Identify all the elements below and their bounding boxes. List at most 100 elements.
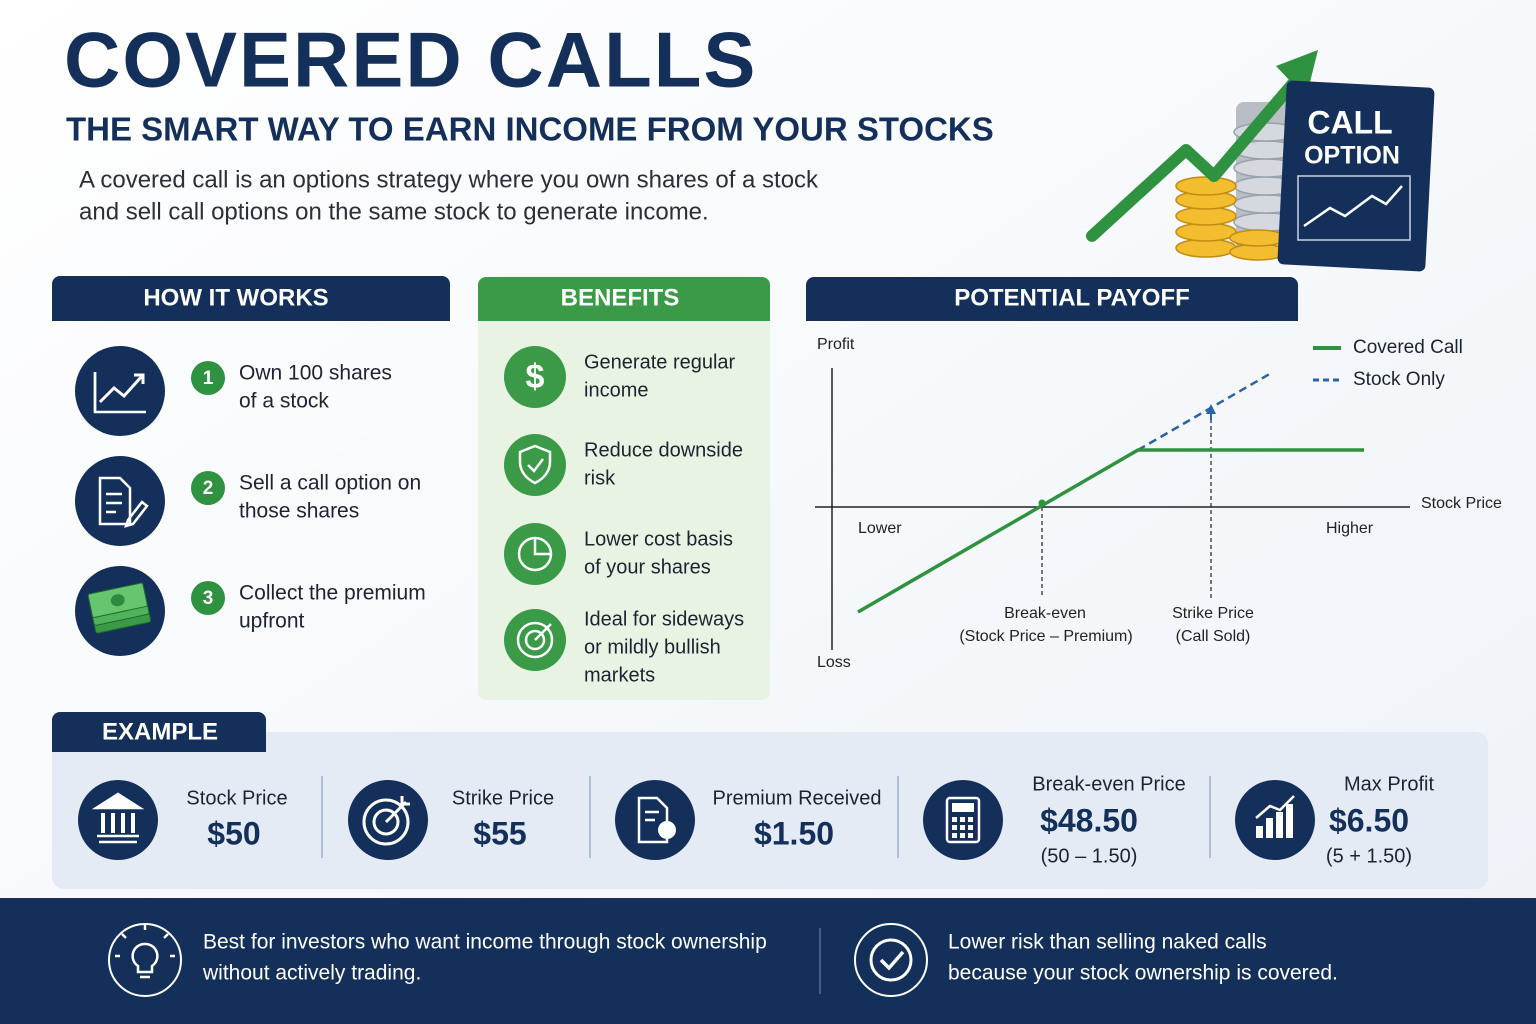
annotation: Strike Price <box>1172 605 1254 622</box>
benefit-icon-part <box>518 444 552 485</box>
example-icons-part-part <box>1256 826 1263 838</box>
example-icons-part-part <box>960 825 965 830</box>
benefit-text: of your shares <box>584 556 711 578</box>
step-text: upfront <box>239 610 305 633</box>
footer <box>0 898 1536 1024</box>
step-text: Own 100 shares <box>239 362 392 385</box>
footer-icons-part <box>108 923 182 997</box>
description-line: and sell call options on the same stock … <box>79 198 709 225</box>
example-icons-part <box>1235 780 1315 860</box>
step-badge <box>191 581 225 615</box>
example-icons-part-part <box>952 825 957 830</box>
example-icons-part <box>321 776 1211 858</box>
description-line: A covered call is an options strategy wh… <box>79 166 819 193</box>
benefit-icon <box>504 523 566 585</box>
benefit-icon-part <box>516 621 554 659</box>
example-label: Max Profit <box>1344 773 1434 795</box>
section-title: POTENTIAL PAYOFF <box>954 284 1190 311</box>
badge-text: OPTION <box>1304 142 1400 170</box>
footer-text: because your stock ownership is covered. <box>948 962 1338 985</box>
benefit-icon-part <box>504 434 566 496</box>
example-icons-part <box>372 808 400 836</box>
step-icon-part <box>134 373 145 384</box>
example-icons-part <box>362 798 410 846</box>
example-note: (50 – 1.50) <box>1041 845 1138 867</box>
example-value: $55 <box>473 815 526 851</box>
step-icon <box>75 566 165 656</box>
step-badge <box>191 471 225 505</box>
step-icon <box>75 346 165 436</box>
step-icon-part <box>98 374 144 404</box>
footer-text: Best for investors who want income throu… <box>203 931 767 954</box>
footer-text: without actively trading. <box>202 962 421 985</box>
illustration-part <box>1175 176 1287 261</box>
payoff-diagram-part <box>1038 499 1046 507</box>
example-icons-part-part <box>960 833 965 838</box>
benefit-text: or mildly bullish <box>584 636 721 658</box>
illustration-part-part <box>1229 229 1287 247</box>
example-label: Stock Price <box>186 787 287 809</box>
step-number: 2 <box>203 478 214 499</box>
badge-text: CALL <box>1307 104 1392 140</box>
step-icon-part <box>124 500 149 528</box>
benefit-text: Generate regular <box>584 351 736 373</box>
step-icon-part <box>87 582 152 634</box>
steps: 1 Own 100 shares of a stock 2 Sell a call op… <box>191 361 426 633</box>
illustration-part-part <box>1175 176 1237 196</box>
section-title: HOW IT WORKS <box>143 284 328 311</box>
step-badge <box>191 361 225 395</box>
step-text: Collect the premium <box>239 582 426 605</box>
footer-icons-part <box>869 938 913 982</box>
section-header <box>478 277 770 321</box>
step-icon-part-part <box>110 594 125 607</box>
benefit-text: risk <box>584 467 616 489</box>
benefit-text: Lower cost basis <box>584 528 733 550</box>
example-icons-part <box>101 813 135 833</box>
illustration-part <box>1297 175 1411 241</box>
example-icons-part-part <box>1286 804 1293 838</box>
axis-label: Lower <box>858 520 902 537</box>
legend-label: Stock Only <box>1353 369 1445 390</box>
example-icons-part <box>658 821 676 839</box>
annotation: Break-even <box>1004 605 1086 622</box>
example-icons-part-part <box>960 817 965 822</box>
step-number: 3 <box>203 588 214 609</box>
benefit-text: markets <box>584 664 655 686</box>
payoff-diagram-part <box>1206 404 1216 414</box>
annotation: (Call Sold) <box>1176 628 1251 645</box>
subtitle: THE SMART WAY TO EARN INCOME FROM YOUR S… <box>66 111 994 148</box>
footer-icons-part <box>879 950 905 971</box>
step-icon-part <box>93 372 146 414</box>
examples: Stock Price $50 Strike Price $55 Premium Rec… <box>186 773 1434 867</box>
benefit-icon <box>504 609 566 671</box>
benefit-icon-part: $ <box>526 358 545 396</box>
example-value: $1.50 <box>754 815 834 851</box>
section-header <box>52 712 266 752</box>
example-value: $50 <box>207 815 260 851</box>
axis-label: Loss <box>817 654 851 671</box>
step-number: 1 <box>203 368 214 389</box>
illustration-part <box>1303 185 1403 228</box>
benefits: Generate regular income Reduce downside ris… <box>584 351 744 686</box>
benefit-icon-part <box>504 346 566 408</box>
example-note: (5 + 1.50) <box>1326 845 1412 867</box>
section-header <box>52 276 450 321</box>
example-icons-part <box>645 810 659 822</box>
benefit-icon <box>504 434 566 496</box>
axis-label: Profit <box>817 336 855 353</box>
example-icons-part <box>78 780 158 860</box>
example-icons-part <box>952 817 973 838</box>
benefit-icon-part <box>534 623 552 641</box>
footer-icons <box>108 923 928 997</box>
illustration: CALL OPTION <box>1086 50 1435 272</box>
benefit-text: income <box>584 379 648 401</box>
footer-icons-part <box>115 925 175 958</box>
annotation: (Stock Price – Premium) <box>959 628 1132 645</box>
step-text: Sell a call option on <box>239 472 421 495</box>
example-icons-part <box>91 792 145 844</box>
payoff-diagram <box>815 346 1410 650</box>
benefit-text: Ideal for sideways <box>584 608 744 630</box>
example-icons-part <box>952 803 974 812</box>
